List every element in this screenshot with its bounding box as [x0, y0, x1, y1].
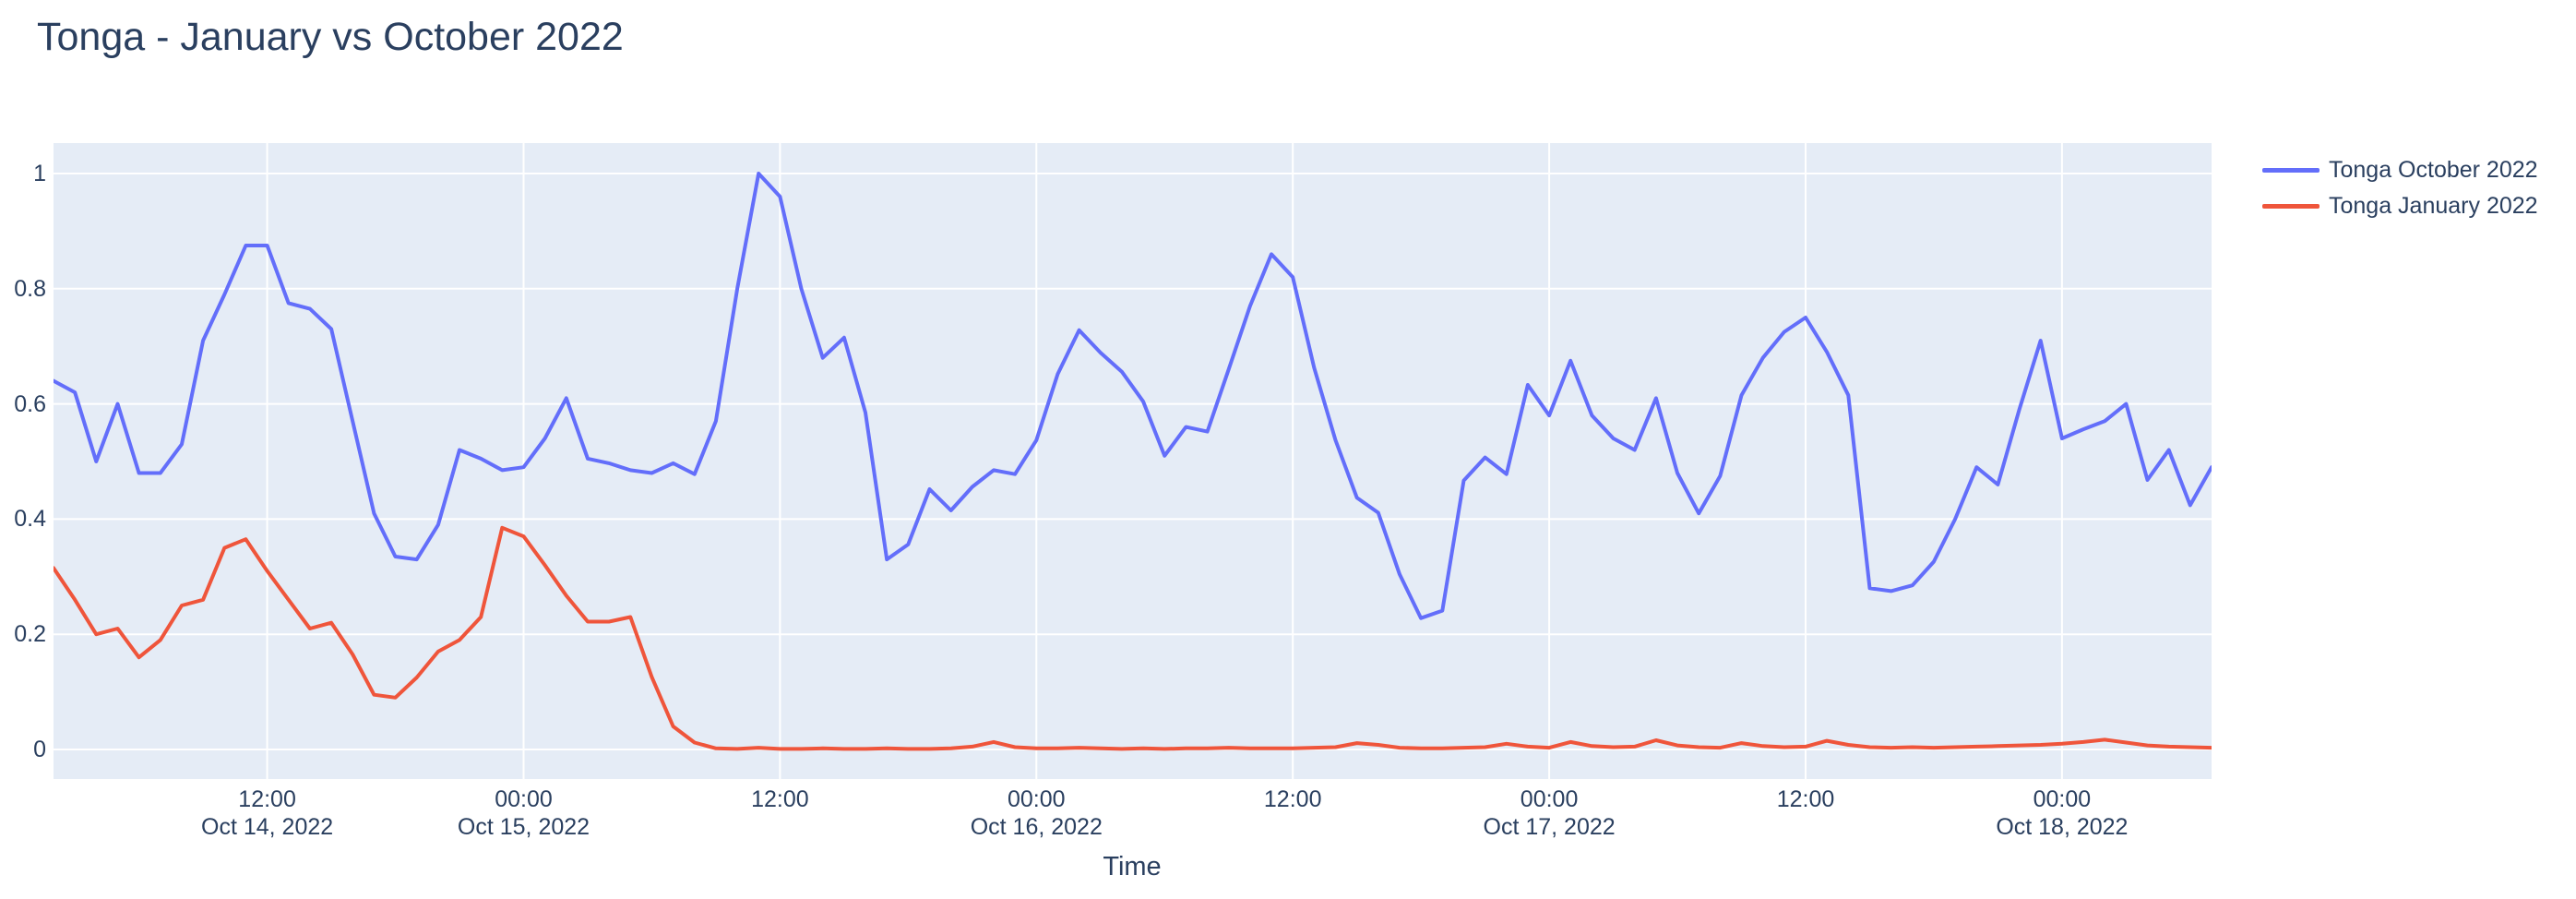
x-tick-time: 12:00 [751, 786, 809, 812]
y-tick-label: 0 [33, 737, 46, 762]
x-tick-label: 12:00 Oct 14, 2022 [201, 785, 333, 841]
x-tick-label: 12:00 [1777, 785, 1835, 813]
series-lines [54, 172, 2212, 751]
x-tick-label: 12:00 [1264, 785, 1322, 813]
gridlines [54, 143, 2212, 779]
x-tick-date: Oct 17, 2022 [1483, 814, 1616, 840]
x-tick-label: 00:00 Oct 17, 2022 [1484, 785, 1616, 841]
x-tick-date: Oct 15, 2022 [457, 814, 590, 840]
y-tick-label: 0.2 [14, 621, 46, 648]
x-tick-time: 00:00 [2033, 786, 2092, 812]
legend-item-label: Tonga January 2022 [2329, 192, 2538, 219]
chart-title: Tonga - January vs October 2022 [37, 15, 624, 59]
x-tick-date: Oct 18, 2022 [1996, 814, 2129, 840]
x-tick-time: 12:00 [238, 786, 296, 812]
x-tick-time: 00:00 [1520, 786, 1579, 812]
x-tick-label: 00:00 Oct 18, 2022 [1996, 785, 2128, 841]
legend-item-tonga-january-2022[interactable]: Tonga January 2022 [2262, 193, 2538, 219]
x-axis-title: Time [1103, 852, 1162, 881]
legend-line-icon [2262, 203, 2320, 209]
y-tick-label: 1 [33, 161, 46, 186]
x-tick-date: Oct 14, 2022 [201, 814, 334, 840]
series-line-tonga-january-2022[interactable] [54, 525, 2212, 751]
x-tick-time: 00:00 [495, 786, 553, 812]
legend-item-tonga-october-2022[interactable]: Tonga October 2022 [2262, 157, 2538, 183]
x-tick-date: Oct 16, 2022 [970, 814, 1103, 840]
y-tick-label: 0.4 [14, 506, 46, 533]
series-line-tonga-october-2022[interactable] [54, 172, 2212, 620]
x-tick-time: 00:00 [1008, 786, 1066, 812]
legend-item-label: Tonga October 2022 [2329, 156, 2538, 183]
y-tick-label: 0.8 [14, 275, 46, 302]
x-tick-time: 12:00 [1263, 786, 1322, 812]
x-tick-label: 12:00 [751, 785, 809, 813]
x-tick-label: 00:00 Oct 16, 2022 [971, 785, 1103, 841]
y-tick-label: 0.6 [14, 390, 46, 417]
x-tick-label: 00:00 Oct 15, 2022 [458, 785, 590, 841]
plot-svg[interactable] [54, 143, 2212, 779]
plot-area[interactable] [54, 143, 2212, 779]
x-tick-time: 12:00 [1776, 786, 1835, 812]
legend-line-icon [2262, 167, 2320, 173]
